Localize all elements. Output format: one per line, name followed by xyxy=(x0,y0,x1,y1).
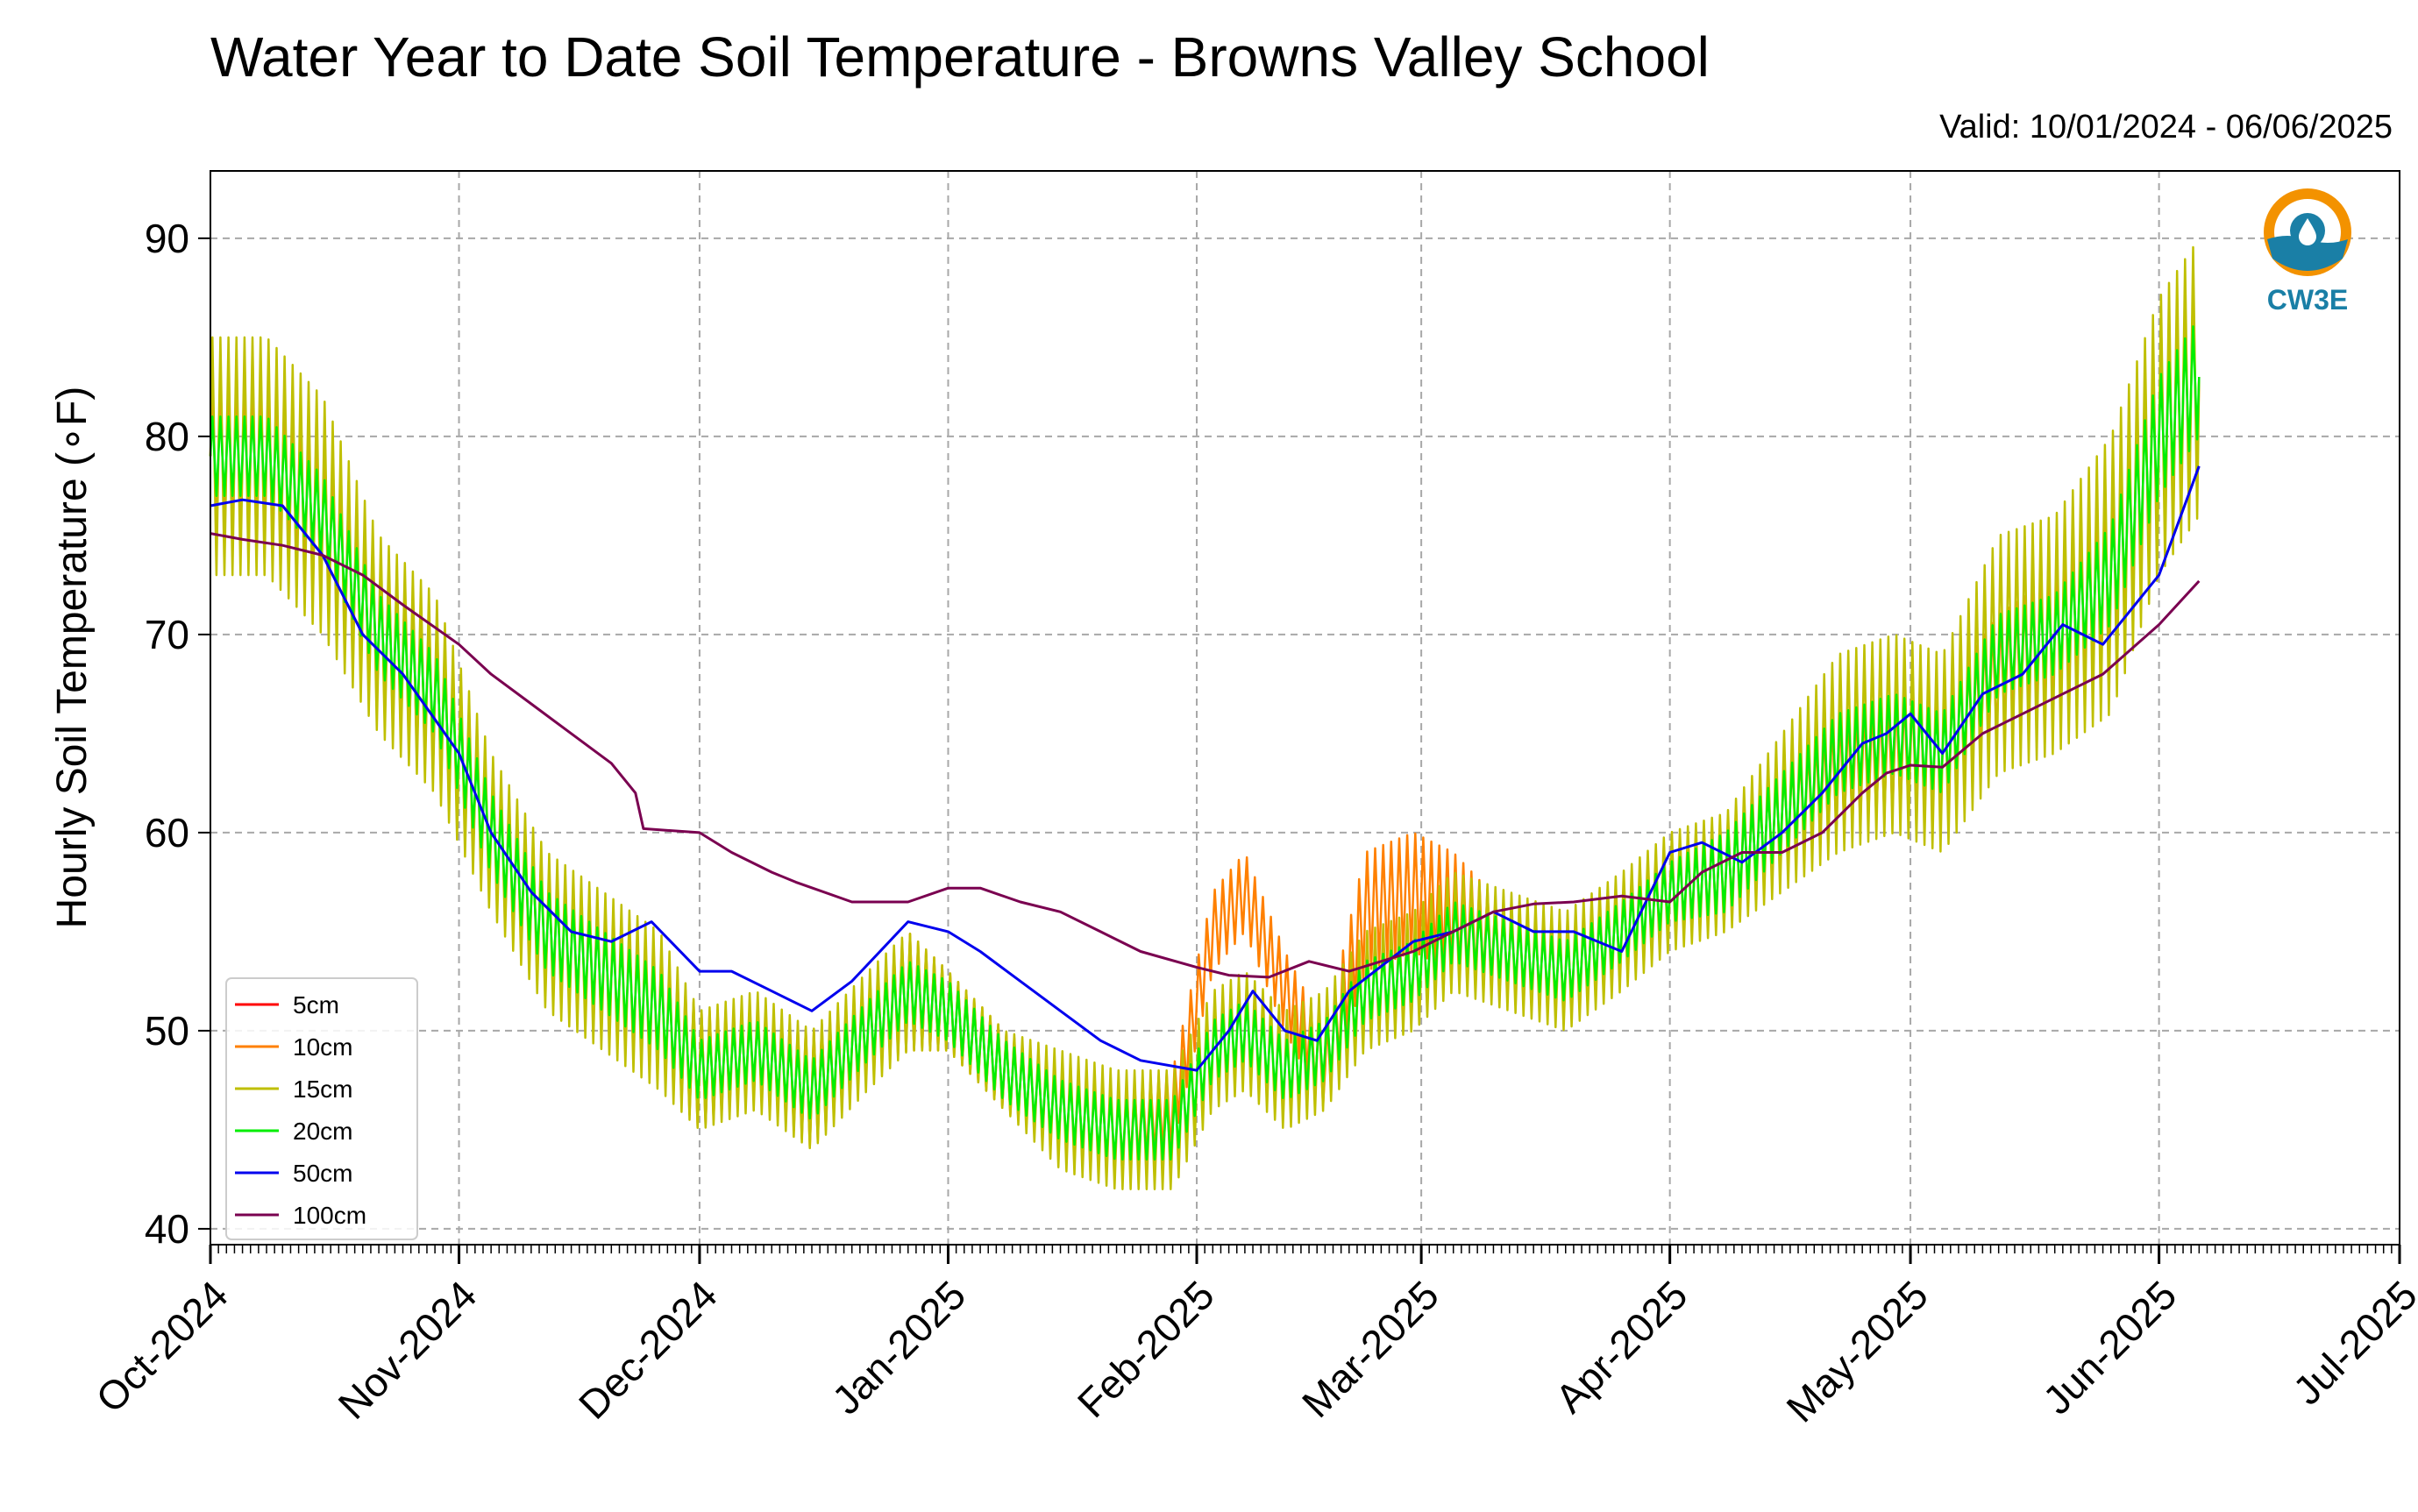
series-line-100cm xyxy=(210,532,2201,979)
logo-drop-icon xyxy=(2299,218,2316,245)
y-tick-label: 60 xyxy=(145,810,189,855)
x-tick-label: Dec-2024 xyxy=(570,1272,726,1428)
y-tick-label: 90 xyxy=(145,216,189,261)
legend-label-50cm: 50cm xyxy=(293,1160,352,1187)
y-tick-label: 40 xyxy=(145,1206,189,1252)
axis-ticks xyxy=(198,237,2401,1264)
y-tick-label: 50 xyxy=(145,1008,189,1054)
legend-label-100cm: 100cm xyxy=(293,1202,366,1229)
series-line-20cm xyxy=(209,325,2201,1161)
y-tick-label: 80 xyxy=(145,414,189,459)
x-tick-label: May-2025 xyxy=(1777,1272,1936,1430)
x-tick-label: Jan-2025 xyxy=(823,1272,974,1423)
legend-label-10cm: 10cm xyxy=(293,1033,352,1061)
x-tick-label: Jul-2025 xyxy=(2284,1272,2418,1414)
legend: 5cm 10cm 15cm 20cm 50cm 100cm xyxy=(225,977,418,1240)
x-tick-label: Feb-2025 xyxy=(1069,1272,1223,1426)
series-line-15cm xyxy=(209,245,2201,1190)
series-line-50cm xyxy=(210,465,2201,1072)
chart-title: Water Year to Date Soil Temperature - Br… xyxy=(210,25,1710,89)
legend-label-20cm: 20cm xyxy=(293,1118,352,1145)
x-tick-labels: Oct-2024 Nov-2024 Dec-2024 Jan-2025 Feb-2025… xyxy=(87,1272,2418,1430)
x-tick-label: Mar-2025 xyxy=(1293,1272,1447,1426)
logo-wave-icon xyxy=(2267,236,2348,271)
x-tick-label: Nov-2024 xyxy=(330,1272,486,1428)
valid-date-range: Valid: 10/01/2024 - 06/06/2025 xyxy=(1939,109,2393,146)
x-tick-label: Jun-2025 xyxy=(2034,1272,2185,1423)
y-tick-labels: 40 50 60 70 80 90 xyxy=(145,216,189,1252)
logo-text: CW3E xyxy=(2267,284,2348,316)
data-series xyxy=(209,245,2201,1190)
x-tick-label: Oct-2024 xyxy=(87,1272,237,1422)
x-tick-label: Apr-2025 xyxy=(1547,1272,1696,1422)
legend-label-15cm: 15cm xyxy=(293,1075,352,1103)
plot-frame xyxy=(210,170,2400,1246)
y-tick-label: 70 xyxy=(145,612,189,657)
cw3e-logo: CW3E xyxy=(2264,188,2351,316)
legend-label-5cm: 5cm xyxy=(293,991,339,1019)
